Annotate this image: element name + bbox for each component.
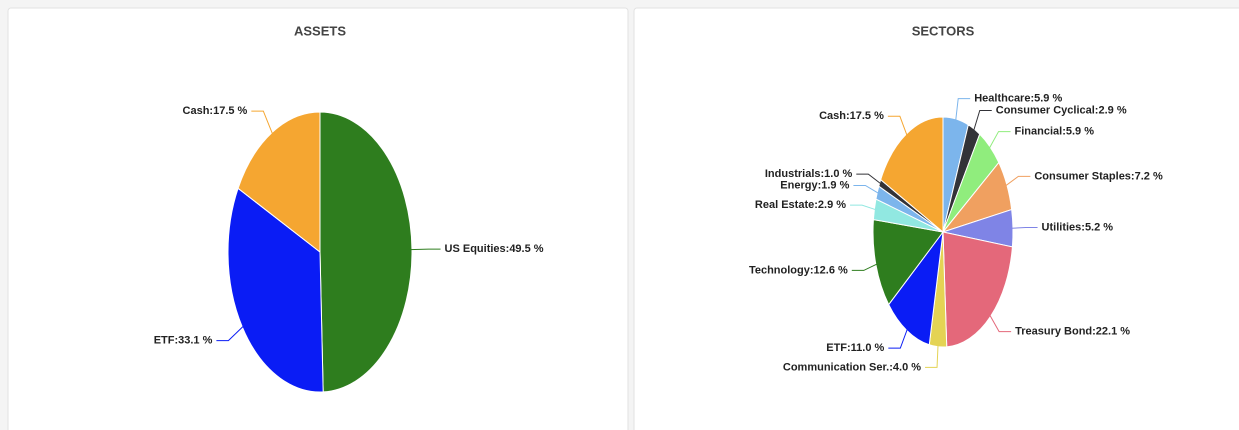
- data-label: Real Estate:2.9 %: [755, 199, 846, 211]
- data-label: Cash:17.5 %: [183, 105, 248, 117]
- connector: [853, 184, 879, 194]
- chart-title: ASSETS: [294, 23, 346, 38]
- connector: [856, 173, 882, 185]
- data-label: Technology:12.6 %: [749, 264, 848, 276]
- connector: [925, 344, 939, 368]
- data-label: Healthcare:5.9 %: [974, 93, 1062, 105]
- connector: [850, 204, 876, 211]
- data-label: Industrials:1.0 %: [765, 168, 853, 180]
- data-label: Cash:17.5 %: [819, 110, 884, 122]
- data-label: ETF:11.0 %: [826, 342, 884, 354]
- data-label: Consumer Cyclical:2.9 %: [996, 104, 1127, 116]
- data-label: Treasury Bond:22.1 %: [1015, 325, 1130, 337]
- connector: [851, 263, 878, 271]
- connector: [888, 328, 909, 349]
- connector: [989, 314, 1012, 333]
- data-label: Financial:5.9 %: [1015, 125, 1095, 137]
- connector: [887, 115, 908, 137]
- connector: [216, 325, 245, 342]
- data-label: Utilities:5.2 %: [1042, 221, 1114, 233]
- chart-title: SECTORS: [912, 23, 975, 38]
- connector: [1005, 175, 1031, 187]
- data-label: US Equities:49.5 %: [445, 243, 544, 255]
- connector: [1011, 227, 1038, 229]
- data-label: ETF:33.1 %: [154, 335, 213, 347]
- connector: [251, 110, 274, 136]
- data-label: Energy:1.9 %: [780, 179, 849, 191]
- connector: [973, 109, 992, 132]
- data-label: Communication Ser.:4.0 %: [783, 361, 921, 373]
- connector: [955, 98, 971, 122]
- connector: [988, 131, 1011, 149]
- data-label: Consumer Staples:7.2 %: [1034, 170, 1163, 182]
